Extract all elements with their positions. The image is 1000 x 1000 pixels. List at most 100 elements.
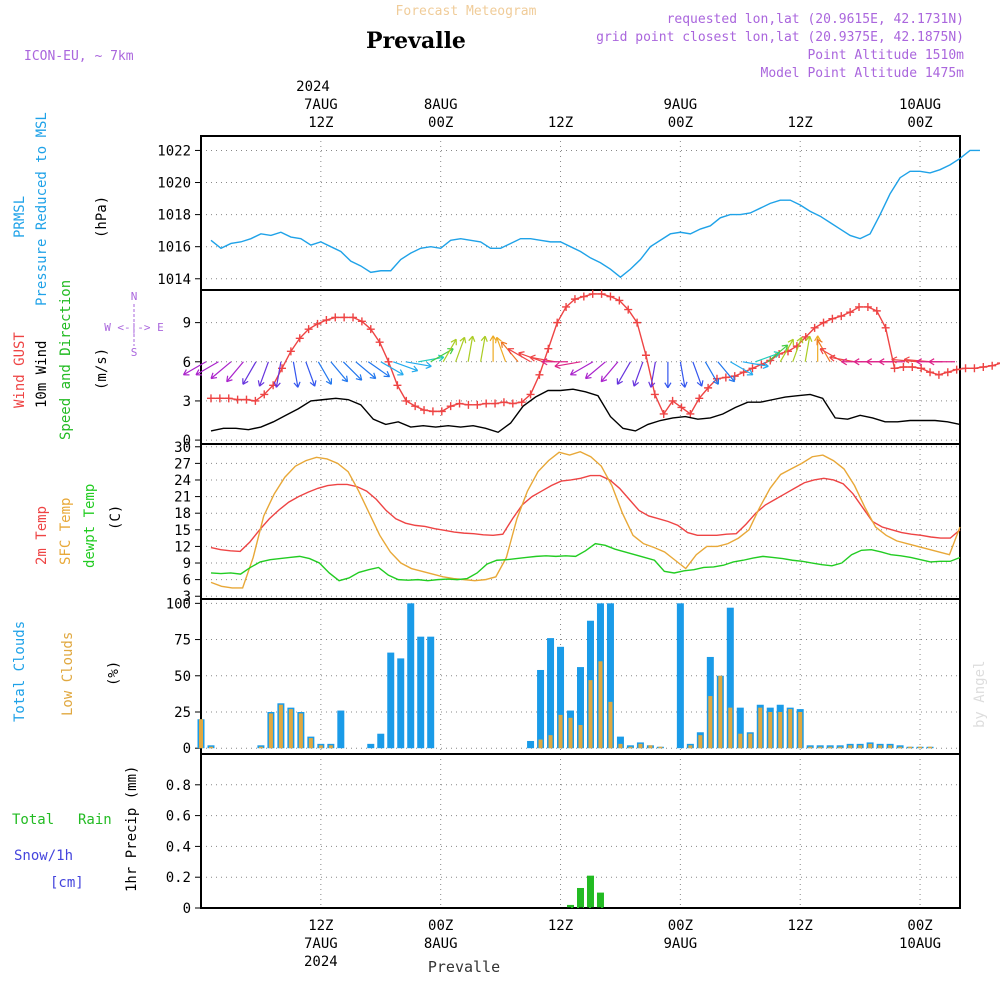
snow-label: Snow/1h [14,848,73,864]
total-cloud-bar [427,636,435,749]
wind-arrow-head [680,381,688,388]
wind-arrow [819,348,843,363]
wind-arrow [792,337,803,362]
wind-gust-marker [890,364,899,373]
top-time-label: 00Z [668,115,693,131]
panel-frame [200,443,961,600]
low-cloud-bar [868,743,873,749]
total-cloud-bar [417,636,425,749]
total-cloud-bar [527,740,535,749]
temp-sfc-line [210,451,961,589]
credit: by Angel [972,661,988,728]
temp-unit: (C) [108,505,124,530]
wind-gust-marker [668,396,677,405]
wind-arrow-head [728,375,736,383]
y-tick-label: 21 [174,490,191,506]
wind-arrow [393,361,418,372]
wind-gust-marker [242,395,251,404]
wind-arrow [183,361,207,376]
wind-arrow-head [554,361,561,370]
clouds-panel: 0 25 50 75 100 [166,596,961,757]
wind-arrow-head [829,354,836,362]
wind-arrow [275,361,282,388]
wind-gust-marker [704,383,713,392]
wind-gust-marker [988,361,997,370]
top-year: 2024 [296,79,330,95]
wind-gust-marker [633,318,642,327]
low-cloud-bar [638,743,643,749]
total-cloud-bar [736,707,744,749]
total-cloud-bar [547,638,555,749]
point-altitude: Point Altitude 1510m [807,48,964,63]
wind-arrow [355,361,377,379]
wind-arrow-head [569,369,577,376]
wind-arrow-head [226,375,233,383]
wind-gust-marker [340,313,349,322]
wind-arrow-head [518,351,525,358]
requested-coords: requested lon,lat (20.9615E, 42.1731N) [667,12,964,27]
wind-gust-marker [526,390,535,399]
top-time-label: 12Z [548,115,573,131]
wind-gust-marker [766,356,775,365]
y-tick-label: 6 [183,573,191,589]
wind-arrow [570,361,594,376]
wind-arrow-head [712,378,720,385]
wind-gust-marker [331,313,340,322]
y-tick-label: 15 [174,523,191,539]
wind-arrow [829,356,856,363]
y-tick-label: 3 [183,394,191,410]
total-cloud-bar [676,603,684,749]
wind-arrow [292,361,299,388]
panel-frame [200,289,961,445]
temp2m-label: 2m Temp [34,506,50,565]
rain-bar [567,904,575,908]
bottom-time-label: 00Z [907,918,932,934]
y-tick-label: 1014 [157,272,191,288]
wind-arrow-head [273,381,281,388]
wind-arrow-head [928,358,935,366]
low-cloud-bar [278,704,283,749]
wind-arrow-head [480,335,488,342]
wind-gust-marker [597,289,606,298]
wind-arrow-head [796,336,804,344]
y-tick-label: 3 [183,589,191,605]
wind-gust-marker [375,338,384,347]
temp-2m-line [210,474,961,553]
top-time-label: 12Z [788,115,813,131]
wind-gust-marker [926,368,935,377]
wind-gust-marker [233,395,242,404]
wind-arrow-head [787,338,794,346]
wind-arrow-head [648,381,656,388]
low-cloud-bar [268,713,273,749]
wind-gust-marker [499,398,508,407]
wind-gust-marker [349,313,358,322]
total-cloud-bar [726,607,734,749]
wind-gust-marker [482,399,491,408]
wind-gust-marker [553,318,562,327]
wind-gust-marker [855,302,864,311]
bottom-date-label: 9AUG [664,936,698,952]
wind-arrow-head [814,335,822,342]
wind-arrow-head [805,335,813,342]
low-cloud-bar [898,746,903,749]
snow-unit: [cm] [50,875,84,891]
y-tick-label: 18 [174,506,191,522]
wind-arrow-head [696,380,704,387]
station-title: Prevalle [366,28,466,54]
wind-arrow [496,337,507,362]
y-tick-label: 30 [174,440,191,456]
low-cloud-bar [718,675,723,749]
low-cloud-bar [538,739,543,749]
low-cloud-bar [608,701,613,749]
total-cloud-bar [407,603,415,749]
top-date-label: 8AUG [424,97,458,113]
wind-arrow [467,336,474,362]
wind-gust-marker [535,370,544,379]
wind-gust-marker [908,363,917,371]
low-cloud-bar [558,714,563,749]
bottom-time-label: 00Z [428,918,453,934]
wind-arrow-head [494,336,502,344]
low-cloud-bar [288,709,293,749]
low-cloud-bar [828,746,833,749]
low-cloud-bar [858,745,863,749]
